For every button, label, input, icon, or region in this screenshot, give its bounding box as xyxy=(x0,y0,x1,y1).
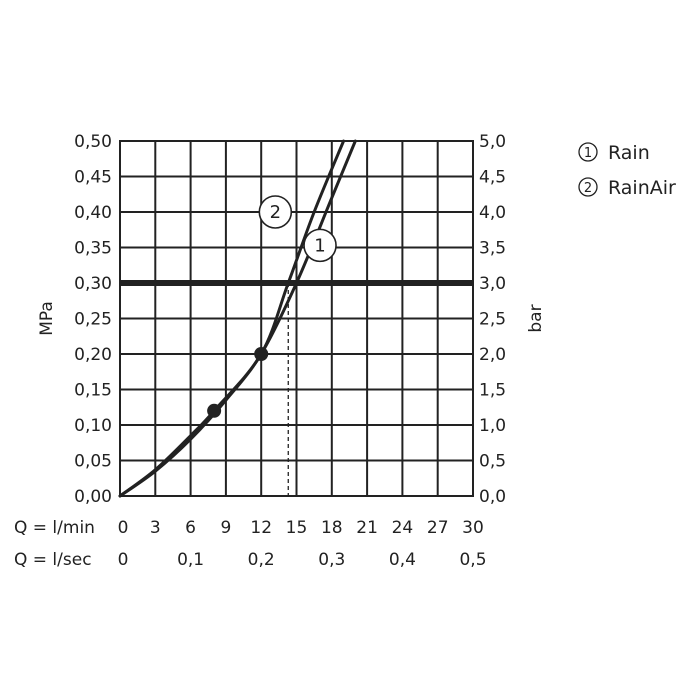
right-tick-label: 0,0 xyxy=(479,487,506,507)
x-tick-lmin-label: 21 xyxy=(356,518,378,538)
left-tick-label: 0,30 xyxy=(74,274,112,294)
left-tick-label: 0,20 xyxy=(74,345,112,365)
left-tick-label: 0,50 xyxy=(74,132,112,152)
x-tick-lsec-label: 0,3 xyxy=(318,550,345,570)
x-tick-lmin-label: 30 xyxy=(462,518,484,538)
x-tick-lmin-label: 15 xyxy=(286,518,308,538)
left-tick-label: 0,00 xyxy=(74,487,112,507)
labels-group: 0,000,050,100,150,200,250,300,350,400,45… xyxy=(14,132,546,570)
legend-marker-circle xyxy=(578,177,598,197)
right-tick-label: 2,0 xyxy=(479,345,506,365)
curve-marker-2-circle xyxy=(258,195,293,229)
curve-marker-1-label: 1 xyxy=(314,235,325,256)
x-tick-lmin-label: 6 xyxy=(185,518,196,538)
legend-label: Rain xyxy=(608,142,650,164)
left-tick-label: 0,10 xyxy=(74,416,112,436)
x-tick-lsec-label: 0,4 xyxy=(389,550,416,570)
left-tick-label: 0,25 xyxy=(74,310,112,330)
right-tick-label: 5,0 xyxy=(479,132,506,152)
x-tick-lsec-label: 0,1 xyxy=(177,550,204,570)
legend: 1 Rain 2 RainAir xyxy=(578,142,676,199)
x-tick-lsec-label: 0,5 xyxy=(459,550,486,570)
right-tick-label: 3,5 xyxy=(479,239,506,259)
x-tick-lmin-label: 18 xyxy=(321,518,343,538)
data-point xyxy=(254,347,269,361)
right-tick-label: 4,0 xyxy=(479,203,506,223)
legend-item: 2 RainAir xyxy=(578,177,676,199)
x-axis-lsec-title: Q = l/sec xyxy=(14,550,92,570)
right-tick-label: 3,0 xyxy=(479,274,506,294)
x-tick-lmin-label: 24 xyxy=(392,518,414,538)
right-axis-title: bar xyxy=(526,304,546,332)
series-group xyxy=(118,139,357,498)
x-tick-lmin-label: 27 xyxy=(427,518,449,538)
left-tick-label: 0,45 xyxy=(74,168,112,188)
right-tick-label: 0,5 xyxy=(479,452,506,472)
left-tick-label: 0,05 xyxy=(74,452,112,472)
x-tick-lmin-label: 0 xyxy=(118,518,129,538)
x-tick-lsec-label: 0 xyxy=(118,550,129,570)
x-axis-lmin-title: Q = l/min xyxy=(14,518,95,538)
curve-marker-2: 2 xyxy=(258,195,293,229)
right-tick-label: 1,0 xyxy=(479,416,506,436)
legend-marker-number: 1 xyxy=(584,146,592,161)
curve-marker-2-label: 2 xyxy=(270,202,281,223)
curve-marker-1: 1 xyxy=(303,228,337,263)
right-tick-label: 2,5 xyxy=(479,310,506,330)
x-tick-lsec-label: 0,2 xyxy=(248,550,275,570)
points-group: 12 xyxy=(207,195,337,418)
right-tick-label: 4,5 xyxy=(479,168,506,188)
legend-marker-number: 2 xyxy=(584,181,592,196)
left-axis-title: MPa xyxy=(37,301,57,336)
right-tick-label: 1,5 xyxy=(479,381,506,401)
left-tick-label: 0,15 xyxy=(74,381,112,401)
left-tick-label: 0,35 xyxy=(74,239,112,259)
data-point xyxy=(207,403,222,418)
curve-marker-1-circle xyxy=(303,228,337,263)
left-tick-label: 0,40 xyxy=(74,203,112,223)
x-tick-lmin-label: 12 xyxy=(250,518,272,538)
legend-marker-circle xyxy=(578,142,598,162)
x-tick-lmin-label: 9 xyxy=(220,518,231,538)
series-line-2 xyxy=(118,139,346,498)
legend-item: 1 Rain xyxy=(578,142,650,164)
x-tick-lmin-label: 3 xyxy=(150,518,161,538)
legend-label: RainAir xyxy=(608,177,676,199)
